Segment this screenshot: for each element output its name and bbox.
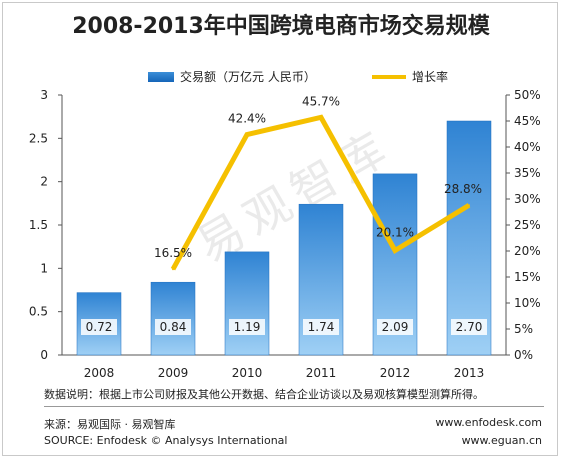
line-value-label: 28.8% (444, 182, 482, 196)
line-point (172, 268, 174, 271)
line-value-label: 20.1% (376, 225, 414, 239)
y-right-tick-label: 45% (514, 114, 541, 128)
line-value-label: 16.5% (154, 246, 192, 260)
bar-value-label: 1.74 (308, 320, 335, 334)
line-point (246, 133, 248, 136)
x-tick-label: 2010 (232, 366, 263, 380)
y-right-tick-label: 0% (514, 348, 533, 362)
legend-bar-label: 交易额（万亿元 人民币） (180, 70, 316, 84)
y-right-tick-label: 20% (514, 244, 541, 258)
bar-value-label: 2.09 (382, 320, 409, 334)
source-cn: 来源：易观国际 · 易观智库 (44, 418, 176, 431)
line-point (468, 204, 470, 207)
y-right-tick-label: 10% (514, 296, 541, 310)
bar-value-label: 0.84 (160, 320, 187, 334)
line-point (394, 249, 396, 252)
bar-value-box (377, 319, 413, 335)
url-enfodesk: www.enfodesk.com (435, 416, 542, 429)
y-left-tick-label: 2 (40, 175, 48, 189)
y-right-tick-label: 15% (514, 270, 541, 284)
bar-value-box (155, 319, 191, 335)
y-right-tick-label: 5% (514, 322, 533, 336)
legend-bar: 交易额（万亿元 人民币） (148, 68, 316, 85)
data-note: 数据说明：根据上市公司财报及其他公开数据、结合企业访谈以及易观核算模型测算所得。 (44, 388, 484, 401)
y-left-tick-label: 2.5 (29, 131, 48, 145)
bar-value-label: 2.70 (456, 320, 483, 334)
legend-line-swatch (372, 74, 406, 79)
bar-value-label: 0.72 (86, 320, 113, 334)
line-point (320, 116, 322, 119)
bar-value-box (81, 319, 117, 335)
bar (224, 251, 270, 356)
line-value-label: 42.4% (228, 112, 266, 126)
bar-value-box (229, 319, 265, 335)
x-tick-label: 2012 (380, 366, 411, 380)
x-tick-label: 2009 (158, 366, 189, 380)
y-left-tick-label: 1.5 (29, 218, 48, 232)
line-value-label: 45.7% (302, 94, 340, 108)
y-right-tick-label: 40% (514, 140, 541, 154)
y-left-tick-label: 3 (40, 88, 48, 102)
y-right-tick-label: 50% (514, 88, 541, 102)
legend-bar-swatch (148, 71, 174, 82)
chart-title: 2008-2013年中国跨境电商市场交易规模 (72, 14, 490, 39)
bar (150, 281, 196, 356)
y-left-tick-label: 1 (40, 261, 48, 275)
x-tick-label: 2008 (84, 366, 115, 380)
y-right-tick-label: 35% (514, 166, 541, 180)
footer-rule (44, 406, 544, 407)
bar-value-box (451, 319, 487, 335)
legend-line-label: 增长率 (412, 70, 449, 84)
x-tick-label: 2013 (454, 366, 485, 380)
y-left-tick-label: 0.5 (29, 305, 48, 319)
bar-value-box (303, 319, 339, 335)
legend-line: 增长率 (372, 68, 448, 85)
y-right-tick-label: 25% (514, 218, 541, 232)
x-tick-label: 2011 (306, 366, 337, 380)
y-left-tick-label: 0 (40, 348, 48, 362)
url-eguan: www.eguan.cn (461, 434, 542, 447)
bar (446, 120, 492, 356)
source-en: SOURCE: Enfodesk © Analysys Internationa… (44, 434, 288, 447)
y-right-tick-label: 30% (514, 192, 541, 206)
bar-value-label: 1.19 (234, 320, 261, 334)
